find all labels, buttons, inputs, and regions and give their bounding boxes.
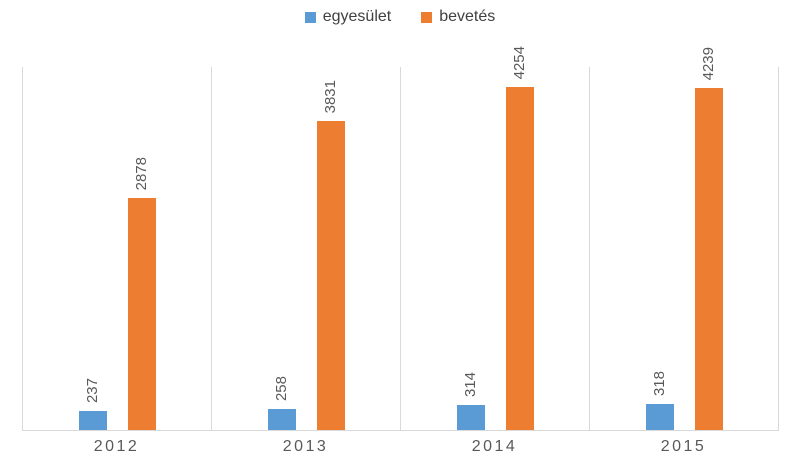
- bar-group: 258 3831: [212, 67, 400, 430]
- category-group-2014: 314 4254: [401, 46, 590, 430]
- bar-egyesület-2014: [456, 405, 485, 430]
- bar-bevetés-2012: [127, 198, 156, 430]
- bar-wrap: 314: [456, 371, 485, 430]
- bar-egyesület-2015: [645, 404, 674, 430]
- legend-series-label: egyesület: [322, 8, 392, 25]
- bar-wrap: 318: [645, 370, 674, 430]
- x-axis-labels: 2012 2013 2014 2015: [22, 438, 778, 456]
- bar-wrap: 237: [78, 377, 107, 430]
- legend-swatch-icon: [304, 11, 316, 23]
- bar-value-label: 3831: [322, 79, 339, 113]
- x-axis-label-2014: 2014: [471, 438, 518, 455]
- plot-area: 237 2878 258 3831 314 4254 318 4239: [22, 46, 779, 431]
- category-group-2013: 258 3831: [212, 67, 401, 430]
- bar-value-label: 2878: [133, 156, 150, 190]
- bar-value-label: 4254: [511, 45, 528, 79]
- legend-item-bevetes: bevetés: [421, 8, 495, 26]
- bar-egyesület-2013: [267, 409, 296, 430]
- bar-wrap: 4254: [505, 45, 534, 430]
- category-group-2012: 237 2878: [23, 67, 212, 430]
- x-axis-label-2013: 2013: [282, 438, 329, 455]
- bar-wrap: 4239: [694, 46, 723, 430]
- bar-group: 237 2878: [23, 67, 211, 430]
- bar-value-label: 318: [651, 370, 668, 396]
- bar-value-label: 258: [273, 375, 290, 401]
- legend-swatch-icon: [421, 11, 433, 23]
- bar-group: 314 4254: [401, 46, 589, 430]
- bar-value-label: 314: [462, 371, 479, 397]
- legend-series-label: bevetés: [439, 8, 496, 25]
- bar-egyesület-2012: [78, 411, 107, 430]
- bar-bevetés-2013: [316, 121, 345, 430]
- bar-value-label: 4239: [700, 46, 717, 80]
- bar-wrap: 3831: [316, 79, 345, 430]
- category-group-2015: 318 4239: [590, 47, 779, 430]
- x-axis-label-2015: 2015: [660, 438, 707, 455]
- x-axis-label-2012: 2012: [93, 438, 140, 455]
- bar-group: 318 4239: [590, 47, 778, 430]
- bar-value-label: 237: [84, 377, 101, 403]
- bar-wrap: 2878: [127, 156, 156, 430]
- bar-bevetés-2014: [505, 87, 534, 430]
- bar-bevetés-2015: [694, 88, 723, 430]
- legend-item-egyesulet: egyesület: [304, 8, 392, 26]
- bar-wrap: 258: [267, 375, 296, 430]
- chart-legend: egyesület bevetés: [0, 8, 800, 26]
